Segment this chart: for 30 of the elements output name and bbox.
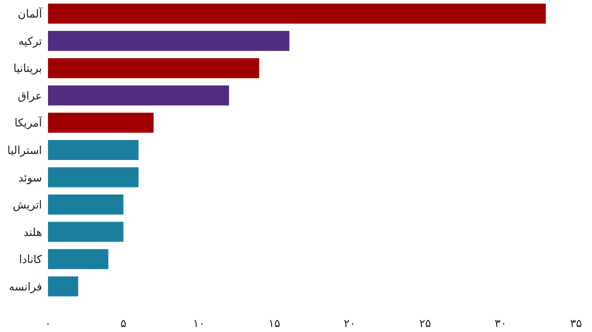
x-tick-label: ۰ (45, 317, 51, 330)
x-tick-label: ۱۵ (268, 317, 280, 330)
y-tick-label: بریتانیا (13, 62, 42, 76)
x-tick-label: ۲۰ (344, 317, 356, 330)
y-tick-label: ترکیه (18, 34, 42, 48)
y-tick-label: آلمان (18, 6, 43, 21)
bar (48, 140, 139, 160)
bar (48, 194, 124, 215)
bar (48, 167, 139, 188)
x-tick-label: ۲۵ (419, 317, 432, 330)
x-tick-label: ۳۰ (494, 317, 506, 330)
bar (48, 85, 230, 106)
y-tick-label: اتریش (12, 198, 42, 212)
y-tick-label: سوئد (18, 171, 42, 184)
x-tick-label: ۳۵ (570, 317, 582, 330)
bar (48, 249, 108, 270)
bar (48, 276, 78, 296)
x-tick-label: ۵ (120, 317, 126, 330)
y-tick-label: هلند (23, 226, 42, 239)
y-tick-label: فرانسه (8, 280, 42, 294)
y-tick-label: کانادا (19, 253, 43, 266)
bar (48, 4, 546, 24)
y-tick-label: عراق (18, 89, 42, 102)
y-tick-label: استرالیا (7, 144, 42, 157)
bar (48, 30, 290, 51)
y-tick-label: آمریکا (14, 116, 43, 130)
bar (48, 222, 124, 242)
x-tick-label: ۱۰ (192, 317, 205, 330)
bar (48, 58, 260, 78)
bar (48, 112, 154, 133)
